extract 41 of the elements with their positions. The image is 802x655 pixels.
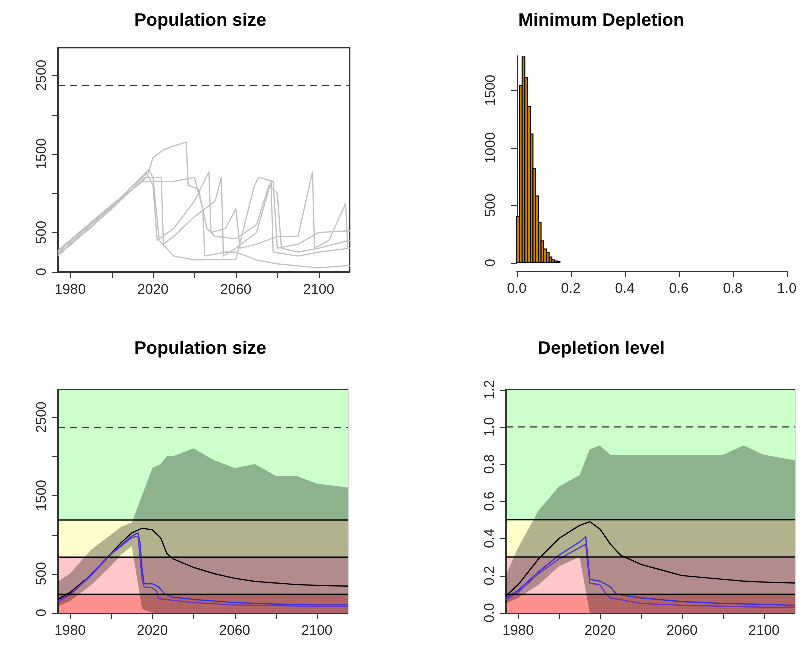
x-tick-label: 1980 <box>54 622 86 638</box>
chart-title: Population size <box>134 338 267 358</box>
y-tick-label: 1.2 <box>481 380 497 400</box>
y-tick-label: 0.0 <box>481 603 497 623</box>
x-tick-label: 2020 <box>584 622 616 638</box>
x-tick-label: 1980 <box>502 622 534 638</box>
chart-title: Population size <box>134 10 267 30</box>
x-tick-label: 1980 <box>54 281 86 297</box>
x-tick-label: 0.6 <box>669 280 689 296</box>
x-tick-label: 2100 <box>302 622 333 638</box>
x-tick-label: 2020 <box>137 622 168 638</box>
x-tick-label: 2060 <box>220 281 252 297</box>
y-tick-label: 1500 <box>33 480 49 512</box>
y-tick-label: 2500 <box>33 60 49 92</box>
y-tick-label: 0.2 <box>481 566 497 586</box>
x-tick-label: 1.0 <box>777 280 797 296</box>
x-tick-label: 0.2 <box>561 280 581 296</box>
y-tick-label: 0 <box>33 608 49 617</box>
x-tick-label: 0.0 <box>507 280 527 296</box>
x-tick-label: 2020 <box>138 281 170 297</box>
y-tick-label: 1000 <box>482 132 498 164</box>
y-tick-label: 500 <box>33 220 49 244</box>
y-tick-label: 1500 <box>482 74 498 106</box>
chart-title: Depletion level <box>538 338 666 358</box>
y-tick-label: 0.4 <box>481 528 497 548</box>
y-tick-label: 0.8 <box>481 454 497 474</box>
y-tick-label: 2500 <box>33 402 49 433</box>
y-tick-label: 0 <box>482 258 498 267</box>
x-tick-label: 2060 <box>219 622 251 638</box>
y-tick-label: 0 <box>33 268 49 276</box>
x-tick-label: 2100 <box>303 281 335 297</box>
chart-title: Minimum Depletion <box>518 10 684 30</box>
x-tick-label: 2060 <box>666 622 698 638</box>
y-tick-label: 1.0 <box>481 417 497 437</box>
x-tick-label: 0.4 <box>615 280 635 296</box>
x-tick-label: 0.8 <box>723 280 743 296</box>
y-tick-label: 500 <box>482 194 498 218</box>
x-tick-label: 2100 <box>748 622 780 638</box>
y-tick-label: 0.6 <box>481 492 497 512</box>
y-tick-label: 1500 <box>33 138 49 170</box>
y-tick-label: 500 <box>33 562 49 586</box>
